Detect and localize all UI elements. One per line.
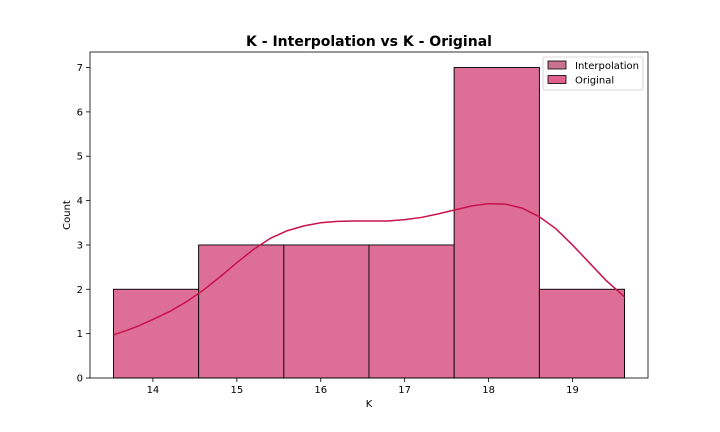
x-tick-label: 15: [230, 385, 243, 396]
x-axis-label: K: [366, 399, 373, 410]
legend-swatch-original: [547, 75, 567, 84]
legend-box: [542, 56, 644, 91]
y-tick-label: 7: [77, 63, 83, 74]
legend-swatch-interpolation: [547, 60, 567, 70]
y-tick-label: 3: [77, 240, 83, 251]
x-tick-label: 18: [482, 385, 495, 396]
histogram-bar-original: [283, 244, 370, 379]
x-tick-label: 16: [314, 385, 327, 396]
x-tick-label: 19: [566, 385, 579, 396]
histogram-bar-original: [453, 67, 540, 379]
plot-area-frame: [89, 51, 649, 379]
histogram-bar-original: [368, 244, 455, 379]
y-tick-label: 6: [77, 107, 83, 118]
histogram-bar-original: [538, 288, 625, 379]
chart-legend: Interpolation Original: [542, 56, 644, 91]
y-tick-label: 1: [77, 329, 83, 340]
legend-label-interpolation: Interpolation: [575, 61, 639, 72]
y-tick-label: 4: [77, 196, 83, 207]
legend-label-original: Original: [575, 76, 614, 87]
y-axis-label: Count: [62, 200, 73, 230]
kde-curve-line: [113, 202, 626, 336]
chart-title: K - Interpolation vs K - Original: [246, 34, 492, 50]
y-tick-label: 2: [77, 285, 83, 296]
y-tick-label: 5: [77, 152, 83, 163]
x-tick-label: 17: [398, 385, 411, 396]
x-tick-label: 14: [147, 385, 160, 396]
histogram-bar-original: [198, 244, 285, 379]
y-tick-label: 0: [77, 374, 83, 385]
